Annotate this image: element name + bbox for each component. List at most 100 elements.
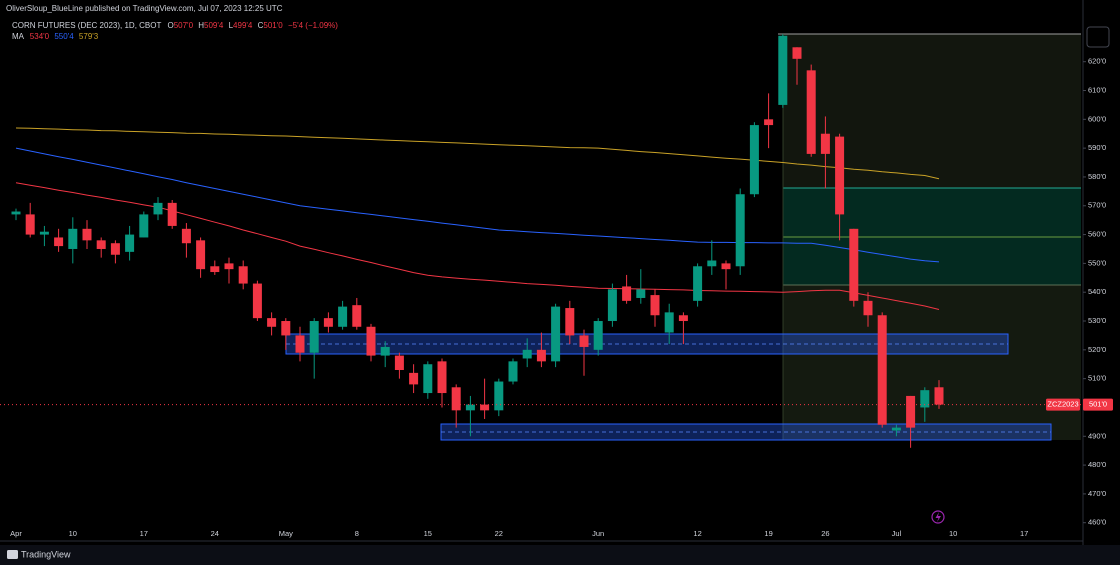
candle-body — [906, 395, 916, 428]
candle-body — [494, 381, 504, 411]
candle-body — [551, 306, 561, 362]
candle-body — [863, 300, 873, 316]
ohlc-value: 499'4 — [233, 21, 253, 30]
candle-body — [423, 364, 433, 394]
x-tick-label: 8 — [355, 529, 359, 538]
candle-body — [664, 312, 674, 333]
y-tick-label: 570'0 — [1088, 201, 1106, 210]
y-tick-label: 600'0 — [1088, 114, 1106, 123]
ma-value: 550'4 — [54, 32, 74, 41]
ma-value: 534'0 — [30, 32, 50, 41]
candle-body — [622, 286, 632, 301]
x-tick-label: 26 — [821, 529, 829, 538]
candle-body — [210, 266, 220, 273]
candle-body — [125, 234, 135, 252]
candle-body — [196, 240, 206, 270]
candle-body — [891, 427, 901, 431]
candle-body — [735, 194, 745, 267]
candle-body — [707, 260, 717, 267]
candle-body — [167, 202, 177, 226]
candle-body — [181, 228, 191, 244]
y-tick-label: 480'0 — [1088, 460, 1106, 469]
candle-body — [451, 387, 461, 411]
candle-body — [579, 335, 589, 347]
candle-body — [96, 240, 106, 249]
x-tick-label: Apr — [10, 529, 22, 538]
candle-body — [465, 404, 475, 411]
candle-body — [54, 237, 64, 247]
candle-body — [238, 266, 248, 284]
y-tick-label: 590'0 — [1088, 143, 1106, 152]
candle-body — [68, 228, 78, 249]
candle-body — [437, 361, 447, 394]
y-tick-label: 470'0 — [1088, 489, 1106, 498]
candle-body — [139, 214, 149, 238]
candle-body — [920, 390, 930, 408]
position-zone — [783, 285, 1081, 440]
candle-body — [607, 289, 617, 322]
candle-body — [678, 315, 688, 322]
x-tick-label: 12 — [693, 529, 701, 538]
ma-line — [15, 147, 940, 263]
candle-body — [82, 228, 92, 241]
ma-value: 579'3 — [79, 32, 99, 41]
candle-body — [650, 295, 660, 316]
candle-body — [877, 315, 887, 425]
candle-body — [835, 136, 845, 215]
x-tick-label: 10 — [949, 529, 957, 538]
candle-body — [281, 321, 291, 336]
indicator: MA — [12, 32, 25, 41]
candle-body — [366, 326, 376, 356]
candle-body — [295, 335, 305, 353]
x-tick-label: 17 — [140, 529, 148, 538]
x-tick-label: Jun — [592, 529, 604, 538]
candle-body — [39, 231, 49, 235]
price-tag — [1083, 398, 1113, 411]
ohlc-key: C — [258, 21, 264, 30]
event-icon-bolt — [935, 512, 941, 522]
x-tick-label: 15 — [424, 529, 432, 538]
symbol-label: ZCZ2023 — [1047, 400, 1078, 409]
settings-button[interactable] — [1086, 26, 1110, 48]
candle-body — [394, 355, 404, 370]
ohlc-value: 509'4 — [204, 21, 224, 30]
x-tick-label: 22 — [495, 529, 503, 538]
publisher: OliverSloup_BlueLine published on Tradin… — [6, 4, 283, 13]
y-tick-label: 610'0 — [1088, 85, 1106, 94]
candle-body — [934, 387, 944, 405]
candle-body — [338, 306, 348, 327]
candle-body — [721, 263, 731, 270]
candle-body — [764, 119, 774, 126]
symbol-line: CORN FUTURES (DEC 2023), 1D, CBOT O507'0… — [12, 21, 338, 30]
candle-body — [110, 243, 120, 255]
ohlc-value: 501'0 — [263, 21, 283, 30]
axes: 620'0 610'0 600'0 590'0 580'0 570'0 560'0 550'0… — [10, 57, 1106, 538]
y-tick-label: 510'0 — [1088, 374, 1106, 383]
position-zone — [783, 34, 1081, 188]
candle-body — [565, 308, 575, 336]
position-zone — [783, 188, 1081, 285]
candle-body — [522, 349, 532, 359]
plot — [0, 34, 1083, 448]
event-icon[interactable] — [931, 510, 945, 524]
y-tick-label: 530'0 — [1088, 316, 1106, 325]
candle-body — [252, 283, 262, 319]
brand-logo — [7, 550, 18, 559]
candle-body — [593, 321, 603, 350]
y-tick-label: 460'0 — [1088, 518, 1106, 527]
candle-body — [536, 349, 546, 362]
symbol: CORN FUTURES (DEC 2023), 1D, CBOT — [12, 21, 161, 30]
ohlc-key: H — [198, 21, 204, 30]
y-tick-label: 540'0 — [1088, 287, 1106, 296]
candle-body — [409, 372, 419, 385]
candle-body — [352, 305, 362, 327]
x-tick-label: 17 — [1020, 529, 1028, 538]
indicator-line: MA 534'0 550'4 579'3 — [12, 32, 99, 41]
footer — [0, 545, 1120, 565]
candle-body — [323, 318, 333, 327]
x-tick-label: Jul — [892, 529, 902, 538]
brand: TradingView — [21, 549, 71, 559]
candle-body — [778, 35, 788, 105]
candle-body — [806, 70, 816, 154]
